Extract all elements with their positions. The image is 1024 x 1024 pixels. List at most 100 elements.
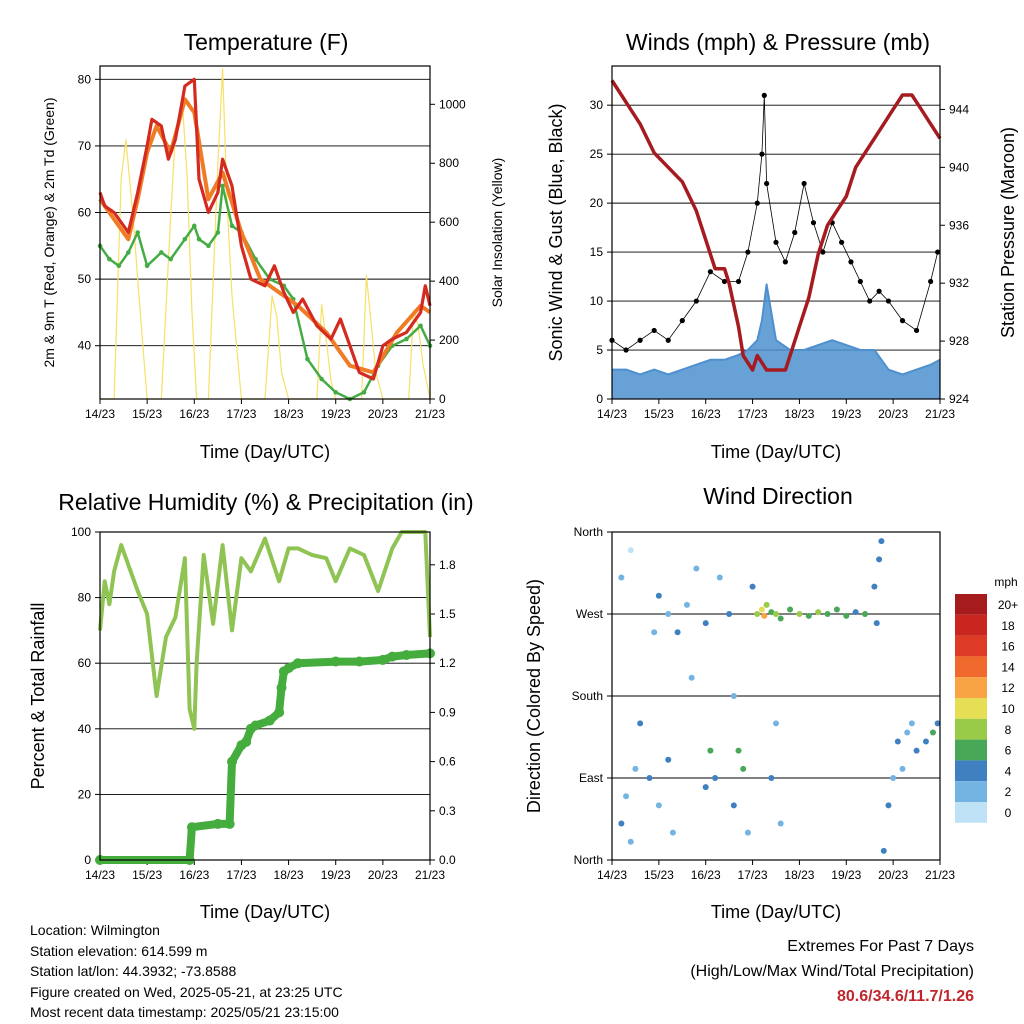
- x-tick-label: 17/23: [738, 407, 768, 421]
- y-axis-label: Percent & Total Rainfall: [28, 603, 48, 790]
- right-tick-label: 924: [949, 392, 969, 406]
- plot-frame: [99, 65, 431, 400]
- right-tick-label: 600: [439, 215, 459, 229]
- precip-point: [276, 682, 287, 693]
- right-tick-label: 932: [949, 276, 969, 290]
- direction-point: [885, 802, 892, 809]
- x-tick-label: 19/23: [321, 868, 351, 882]
- x-tick-label: 21/23: [415, 868, 445, 882]
- direction-point: [758, 606, 765, 613]
- direction-point: [876, 556, 883, 563]
- dewpoint-series-line: [98, 184, 432, 401]
- direction-point: [632, 765, 639, 772]
- legend-label: 4: [1005, 764, 1012, 778]
- y-tick-label: 60: [78, 206, 92, 220]
- legend-label: 14: [1001, 660, 1015, 674]
- right-tick-label: 200: [439, 333, 459, 347]
- y-tick-label: 0: [596, 392, 603, 406]
- x-tick-label: 20/23: [878, 407, 908, 421]
- y-axis-label: 2m & 9m T (Red, Orange) & 2m Td (Green): [41, 98, 57, 368]
- panel-title: Winds (mph) & Pressure (mb): [626, 29, 930, 55]
- direction-point: [777, 615, 784, 622]
- direction-point: [934, 720, 941, 727]
- direction-point: [669, 829, 676, 836]
- legend-swatch: [955, 677, 987, 698]
- x-tick-label: 20/23: [368, 868, 398, 882]
- direction-point: [674, 629, 681, 636]
- direction-point: [873, 620, 880, 627]
- direction-point: [777, 820, 784, 827]
- precip-point: [264, 715, 275, 726]
- plot-frame: [611, 531, 941, 861]
- x-axis-label: Time (Day/UTC): [200, 442, 330, 462]
- direction-point: [833, 606, 840, 613]
- x-tick-label: 18/23: [784, 407, 814, 421]
- x-tick-label: 16/23: [691, 407, 721, 421]
- x-tick-label: 14/23: [85, 407, 115, 421]
- latlon-text: Station lat/lon: 44.3932; -73.8588: [30, 963, 237, 979]
- direction-point: [768, 609, 775, 616]
- right-tick-label: 1.2: [439, 656, 456, 670]
- legend-swatch: [955, 781, 987, 802]
- legend-swatch: [955, 718, 987, 740]
- y-tick-label: 100: [71, 525, 91, 539]
- x-tick-label: 21/23: [925, 407, 955, 421]
- station-info: Location: Wilmington Station elevation: …: [30, 920, 343, 1023]
- direction-point: [773, 611, 779, 617]
- direction-point: [862, 611, 869, 617]
- y-tick-label: 80: [78, 591, 92, 605]
- right-tick-label: 0.9: [439, 705, 456, 719]
- precip-point: [354, 656, 365, 667]
- direction-point: [761, 612, 768, 619]
- right-tick-label: 928: [949, 334, 969, 348]
- right-tick-label: 0.0: [439, 853, 456, 867]
- x-tick-label: 18/23: [274, 868, 304, 882]
- y-tick-label: South: [572, 689, 603, 703]
- location-text: Location: Wilmington: [30, 922, 160, 938]
- direction-point: [618, 574, 625, 581]
- y-tick-label: 15: [590, 245, 604, 259]
- precip-point: [401, 650, 412, 660]
- direction-point: [702, 620, 709, 627]
- legend-swatch: [955, 760, 987, 782]
- x-tick-label: 19/23: [831, 407, 861, 421]
- panel-title: Wind Direction: [703, 483, 853, 509]
- y-tick-label: 50: [78, 272, 92, 286]
- right-tick-label: 1.8: [439, 558, 456, 572]
- gust-point: [935, 249, 941, 255]
- direction-point: [908, 720, 915, 727]
- y-tick-label: North: [574, 853, 603, 867]
- y-tick-label: 0: [84, 853, 91, 867]
- direction-point: [665, 611, 672, 617]
- direction-point: [735, 747, 742, 754]
- x-tick-label: 14/23: [597, 868, 627, 882]
- legend-label: 10: [1001, 702, 1015, 716]
- direction-point: [716, 574, 723, 581]
- direction-point: [796, 611, 803, 617]
- x-axis-label: Time (Day/UTC): [711, 902, 841, 922]
- precip-point: [186, 822, 197, 833]
- latest-timestamp-text: Most recent data timestamp: 2025/05/21 2…: [30, 1004, 339, 1020]
- right-tick-label: 800: [439, 156, 459, 170]
- precip-point: [241, 736, 252, 747]
- x-tick-label: 19/23: [321, 407, 351, 421]
- wind-series-area: [612, 284, 940, 399]
- legend-swatch: [955, 656, 987, 678]
- direction-point: [899, 765, 906, 772]
- y-tick-label: 30: [590, 98, 604, 112]
- direction-point: [852, 609, 859, 616]
- plot-frame: [611, 65, 941, 400]
- wind-series-line: [612, 283, 941, 376]
- legend-label: 18: [1001, 619, 1015, 633]
- right-tick-label: 936: [949, 218, 969, 232]
- panel-title: Temperature (F): [184, 29, 349, 55]
- x-tick-label: 18/23: [274, 407, 304, 421]
- plot-frame: [99, 531, 431, 861]
- direction-point: [763, 601, 770, 608]
- right-tick-label: 0.6: [439, 755, 456, 769]
- legend-label: 16: [1001, 640, 1015, 654]
- right-tick-label: 0.3: [439, 804, 456, 818]
- x-tick-label: 15/23: [644, 868, 674, 882]
- legend-label: 20+: [998, 598, 1018, 612]
- x-tick-label: 15/23: [132, 868, 162, 882]
